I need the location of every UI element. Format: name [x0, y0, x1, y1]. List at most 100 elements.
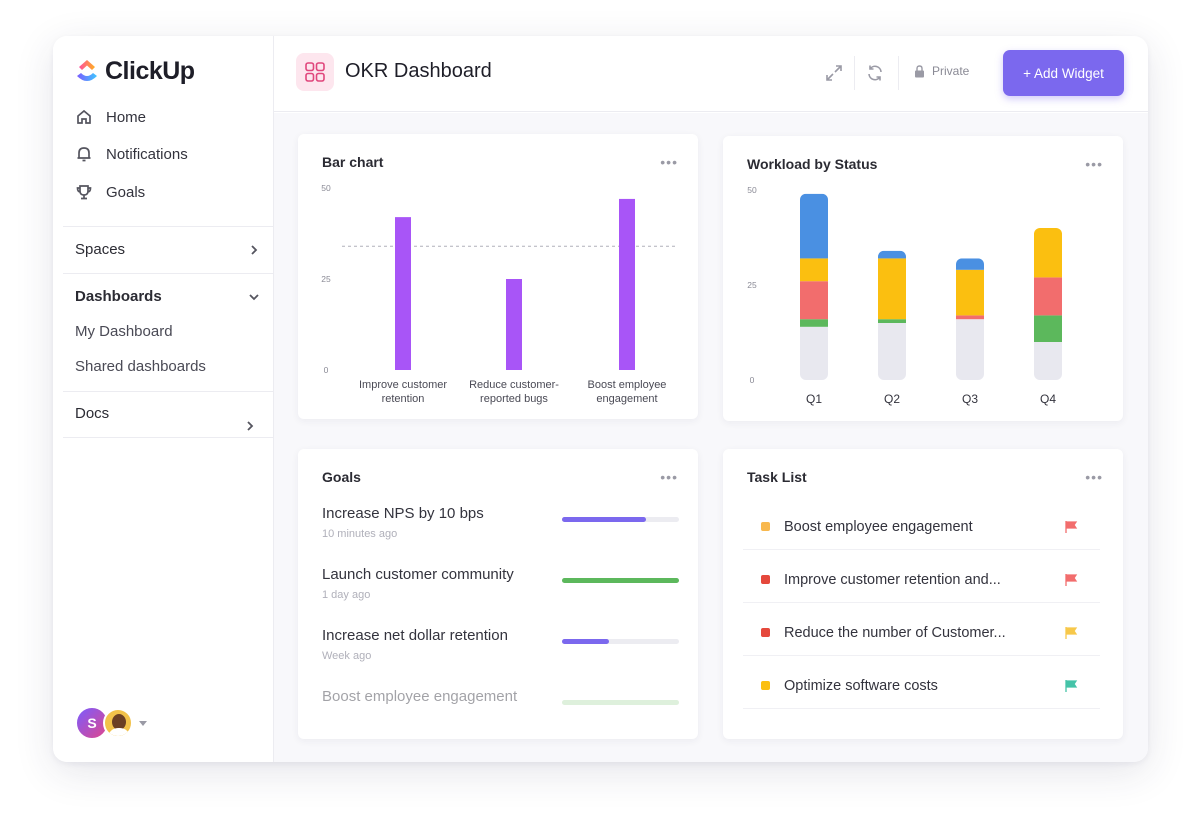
dashboards-label: Dashboards	[75, 288, 162, 305]
x-tick-label: Q2	[884, 392, 900, 406]
add-widget-button[interactable]: + Add Widget	[1003, 50, 1124, 96]
app-window: ClickUp Home Notifications Goals Spaces …	[53, 36, 1148, 762]
bar-chart: 0 25 50 Improve customer retention Reduce cus…	[321, 183, 678, 405]
x-tick-label: retention	[382, 393, 425, 405]
goal-time: Week ago	[322, 650, 372, 662]
x-tick-label: reported bugs	[480, 393, 548, 405]
task-item[interactable]: Reduce the number of Customer...	[743, 610, 1100, 656]
goal-name: Boost employee engagement	[322, 688, 518, 705]
goal-item[interactable]: Boost employee engagement	[322, 688, 679, 711]
goal-progress-fill	[562, 517, 647, 522]
chevron-right-icon	[251, 244, 258, 255]
task-item[interactable]: Optimize software costs	[743, 663, 1100, 709]
workload-widget: Workload by Status ••• 0 25 50 Q1 Q2 Q3 Q4	[723, 136, 1123, 421]
more-options-icon[interactable]: •••	[660, 469, 678, 485]
stacked-bar-segment	[878, 323, 906, 380]
privacy-toggle[interactable]: Private	[914, 64, 969, 78]
trophy-icon	[76, 185, 92, 200]
y-tick-label: 25	[321, 274, 331, 284]
user-avatars[interactable]: S	[75, 706, 147, 740]
sidebar-item-label: Goals	[106, 183, 146, 201]
home-icon	[77, 109, 91, 124]
sidebar-item-docs[interactable]: Docs	[75, 405, 260, 422]
goal-progress-bar	[562, 639, 679, 644]
priority-flag-icon[interactable]	[1064, 626, 1078, 640]
stacked-bar-segment	[956, 315, 984, 320]
sidebar-item-my-dashboard[interactable]: My Dashboard	[75, 323, 173, 340]
goal-progress-fill	[562, 700, 679, 705]
chevron-right-icon[interactable]	[244, 420, 256, 432]
task-name: Optimize software costs	[784, 677, 938, 694]
task-status-dot	[761, 681, 770, 690]
stacked-bar-segment	[956, 319, 984, 380]
expand-icon[interactable]	[824, 63, 844, 83]
sidebar-item-notifications[interactable]: Notifications	[75, 145, 188, 163]
refresh-icon[interactable]	[865, 63, 885, 83]
goal-progress-bar	[562, 517, 679, 522]
clickup-logo-icon	[77, 60, 97, 81]
goal-progress-fill	[562, 639, 609, 644]
stacked-bar-segment	[800, 326, 828, 380]
sidebar-item-dashboards[interactable]: Dashboards	[75, 288, 260, 305]
stacked-bar-segment	[956, 258, 984, 270]
sidebar-item-spaces[interactable]: Spaces	[75, 241, 260, 258]
y-tick-label: 50	[321, 183, 331, 193]
task-name: Improve customer retention and...	[784, 571, 1001, 588]
more-options-icon[interactable]: •••	[1085, 469, 1103, 485]
widget-title: Task List	[747, 469, 807, 485]
goal-progress-fill	[562, 578, 679, 583]
header-divider	[898, 56, 899, 90]
priority-flag-icon[interactable]	[1064, 573, 1078, 587]
header-divider	[854, 56, 855, 90]
y-tick-label: 25	[747, 280, 757, 290]
priority-flag-icon[interactable]	[1064, 679, 1078, 693]
dashboard-content: Bar chart ••• 0 25 50 Improve customer reten…	[274, 113, 1148, 762]
docs-label: Docs	[75, 405, 110, 422]
task-item[interactable]: Boost employee engagement	[743, 504, 1100, 550]
caret-down-icon[interactable]	[139, 720, 147, 726]
stacked-bar-segment	[800, 281, 828, 320]
widget-title: Workload by Status	[747, 156, 878, 172]
bar	[395, 217, 411, 370]
task-status-dot	[761, 628, 770, 637]
more-options-icon[interactable]: •••	[660, 154, 678, 170]
priority-flag-icon[interactable]	[1064, 520, 1078, 534]
sidebar-item-shared-dashboards[interactable]: Shared dashboards	[75, 358, 206, 375]
stacked-bar-segment	[878, 258, 906, 320]
x-tick-label: Q3	[962, 392, 978, 406]
stacked-bar-segment	[1034, 342, 1062, 380]
bar	[619, 198, 635, 370]
page-title: OKR Dashboard	[345, 60, 492, 82]
task-status-dot	[761, 575, 770, 584]
header: OKR Dashboard Private + Add Widget	[274, 36, 1148, 112]
stacked-bar-segment	[1034, 228, 1062, 278]
privacy-label: Private	[932, 64, 970, 78]
avatar-photo	[103, 708, 133, 738]
dashboard-icon	[296, 53, 334, 91]
sidebar-item-goals[interactable]: Goals	[75, 183, 145, 201]
goal-item[interactable]: Increase net dollar retention Week ago	[322, 627, 679, 662]
goal-item[interactable]: Increase NPS by 10 bps 10 minutes ago	[322, 505, 679, 540]
stacked-bar-segment	[800, 319, 828, 327]
chevron-down-icon	[249, 293, 259, 300]
stacked-bar-segment	[878, 319, 906, 323]
goal-name: Increase net dollar retention	[322, 627, 508, 644]
x-tick-label: engagement	[596, 393, 657, 405]
sidebar-divider	[63, 226, 274, 227]
task-item[interactable]: Improve customer retention and...	[743, 557, 1100, 603]
bar-chart-widget: Bar chart ••• 0 25 50 Improve customer reten…	[298, 134, 698, 419]
sidebar-item-home[interactable]: Home	[75, 108, 146, 126]
sidebar-item-label: Notifications	[106, 145, 188, 163]
goal-item[interactable]: Launch customer community 1 day ago	[322, 566, 679, 601]
stacked-bar-segment	[878, 250, 906, 259]
clickup-logo[interactable]: ClickUp	[75, 56, 195, 86]
goal-time: 10 minutes ago	[322, 528, 398, 540]
stacked-bar-segment	[1034, 277, 1062, 316]
y-tick-label: 0	[750, 375, 755, 385]
more-options-icon[interactable]: •••	[1085, 156, 1103, 172]
goal-progress-bar	[562, 578, 679, 583]
sidebar-item-label: Home	[106, 108, 147, 126]
spaces-label: Spaces	[75, 241, 126, 258]
stacked-bar-segment	[956, 269, 984, 316]
task-name: Boost employee engagement	[784, 518, 973, 535]
